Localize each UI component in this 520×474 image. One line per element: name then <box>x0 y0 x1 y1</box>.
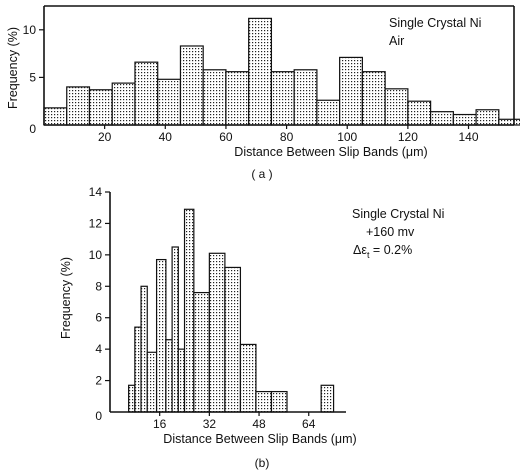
panel-a-bar-18 <box>452 113 477 126</box>
panel-a-bar-11 <box>293 69 318 126</box>
panel-a-bar-6 <box>179 45 204 126</box>
panel-a-bar-9 <box>248 17 273 126</box>
panel-b-x-tick-label: 32 <box>203 417 217 431</box>
panel-b-bar-3 <box>146 351 158 413</box>
panel-b-annotation-line-1: Single Crystal Ni <box>352 207 444 221</box>
panel-b-bar-7 <box>177 348 186 413</box>
panel-b-y-tick-label: 8 <box>95 279 102 293</box>
panel-a-x-tick-label: 80 <box>280 130 294 144</box>
panel-a-bar-20 <box>498 118 520 126</box>
panel-a-bar-19 <box>475 109 500 126</box>
panel-b-bars <box>128 208 335 413</box>
panel-b-bar-14 <box>270 390 288 413</box>
panel-b-y-axis-label: Frequency (%) <box>59 257 73 339</box>
panel-a-bar-14 <box>361 71 386 126</box>
panel-b-x-ticks: 16 32 48 64 <box>153 412 316 431</box>
panel-b-caption: (b) <box>255 456 270 470</box>
panel-a-axes <box>43 5 515 126</box>
panel-a-x-axis-label: Distance Between Slip Bands (μm) <box>234 145 427 159</box>
panel-a-y-tick-label: 10 <box>23 23 37 37</box>
panel-b-y-tick-label: 10 <box>89 248 103 262</box>
panel-a-y-ticks: 5 10 0 <box>23 23 44 136</box>
panel-b-bar-12 <box>239 343 257 413</box>
panel-a-bar-1 <box>66 86 91 126</box>
panel-a-x-tick-label: 100 <box>337 130 357 144</box>
panel-b-y-tick-label: 6 <box>95 311 102 325</box>
panel-a-bars <box>43 17 520 126</box>
panel-a-bar-17 <box>430 111 454 126</box>
panel-a-x-tick-label: 20 <box>98 130 112 144</box>
panel-a-x-tick-label: 120 <box>398 130 418 144</box>
panel-b-y-tick-label: 12 <box>89 216 103 230</box>
panel-b-histogram: 2 4 6 8 10 12 14 0 16 32 48 64 Frequency (%) Dista… <box>59 185 444 470</box>
panel-a-bar-15 <box>384 88 409 126</box>
panel-a-bar-5 <box>157 78 182 126</box>
panel-b-y-tick-label: 4 <box>95 342 102 356</box>
panel-b-bar-15 <box>320 384 335 413</box>
panel-b-delta-epsilon: Δε <box>353 243 367 257</box>
panel-a-bar-2 <box>88 89 113 126</box>
panel-b-x-axis-label: Distance Between Slip Bands (μm) <box>163 432 356 446</box>
panel-b-subscript-t: t <box>367 250 370 260</box>
panel-b-strain-value: = 0.2% <box>369 243 412 257</box>
panel-b-bar-8 <box>183 208 195 413</box>
panel-a-bar-3 <box>111 82 136 126</box>
panel-b-annotation-line-3: Δεt = 0.2% <box>353 243 412 260</box>
panel-b-bar-10 <box>208 252 226 413</box>
panel-a-bar-8 <box>225 71 250 126</box>
panel-b-x-tick-label: 48 <box>252 417 266 431</box>
panel-b-y-ticks: 2 4 6 8 10 12 14 0 <box>89 185 110 423</box>
panel-b-y-tick-label: 2 <box>95 374 102 388</box>
panel-a-bar-0 <box>43 107 68 126</box>
panel-a-caption: ( a ) <box>251 167 272 181</box>
panel-b-bar-11 <box>224 266 242 413</box>
panel-b-bar-1 <box>134 326 142 413</box>
panel-b-bar-4 <box>155 258 167 413</box>
panel-b-bar-13 <box>255 390 273 413</box>
panel-b-axes <box>109 192 346 413</box>
panel-a-x-tick-label: 60 <box>219 130 233 144</box>
panel-a-bar-10 <box>270 71 295 126</box>
panel-a-bar-4 <box>134 61 159 126</box>
panel-a-bar-12 <box>316 99 341 126</box>
panel-b-bar-9 <box>193 291 210 413</box>
panel-b-bar-5 <box>165 339 173 413</box>
panel-a-annotation-line-1: Single Crystal Ni <box>389 16 481 30</box>
panel-a-bar-13 <box>339 56 363 126</box>
panel-b-bar-0 <box>128 384 136 413</box>
panel-b-bar-2 <box>140 285 148 413</box>
panel-a-origin-label: 0 <box>29 122 36 136</box>
panel-a-y-tick-label: 5 <box>29 70 36 84</box>
panel-a-x-tick-label: 40 <box>159 130 173 144</box>
panel-a-x-tick-label: 140 <box>459 130 479 144</box>
panel-a-bar-7 <box>202 69 227 126</box>
panel-b-x-tick-label: 64 <box>302 417 316 431</box>
panel-b-y-tick-label: 14 <box>89 185 103 199</box>
panel-b-bar-6 <box>171 246 179 413</box>
panel-a-y-axis-label: Frequency (%) <box>6 27 20 109</box>
panel-b-x-tick-label: 16 <box>153 417 167 431</box>
panel-b-origin-label: 0 <box>95 409 102 423</box>
panel-a-bar-16 <box>407 100 432 126</box>
panel-a-x-ticks: 20 40 60 80 100 120 140 <box>98 125 479 144</box>
panel-a-annotation-line-2: Air <box>389 34 404 48</box>
panel-b-annotation-line-2: +160 mv <box>366 225 415 239</box>
